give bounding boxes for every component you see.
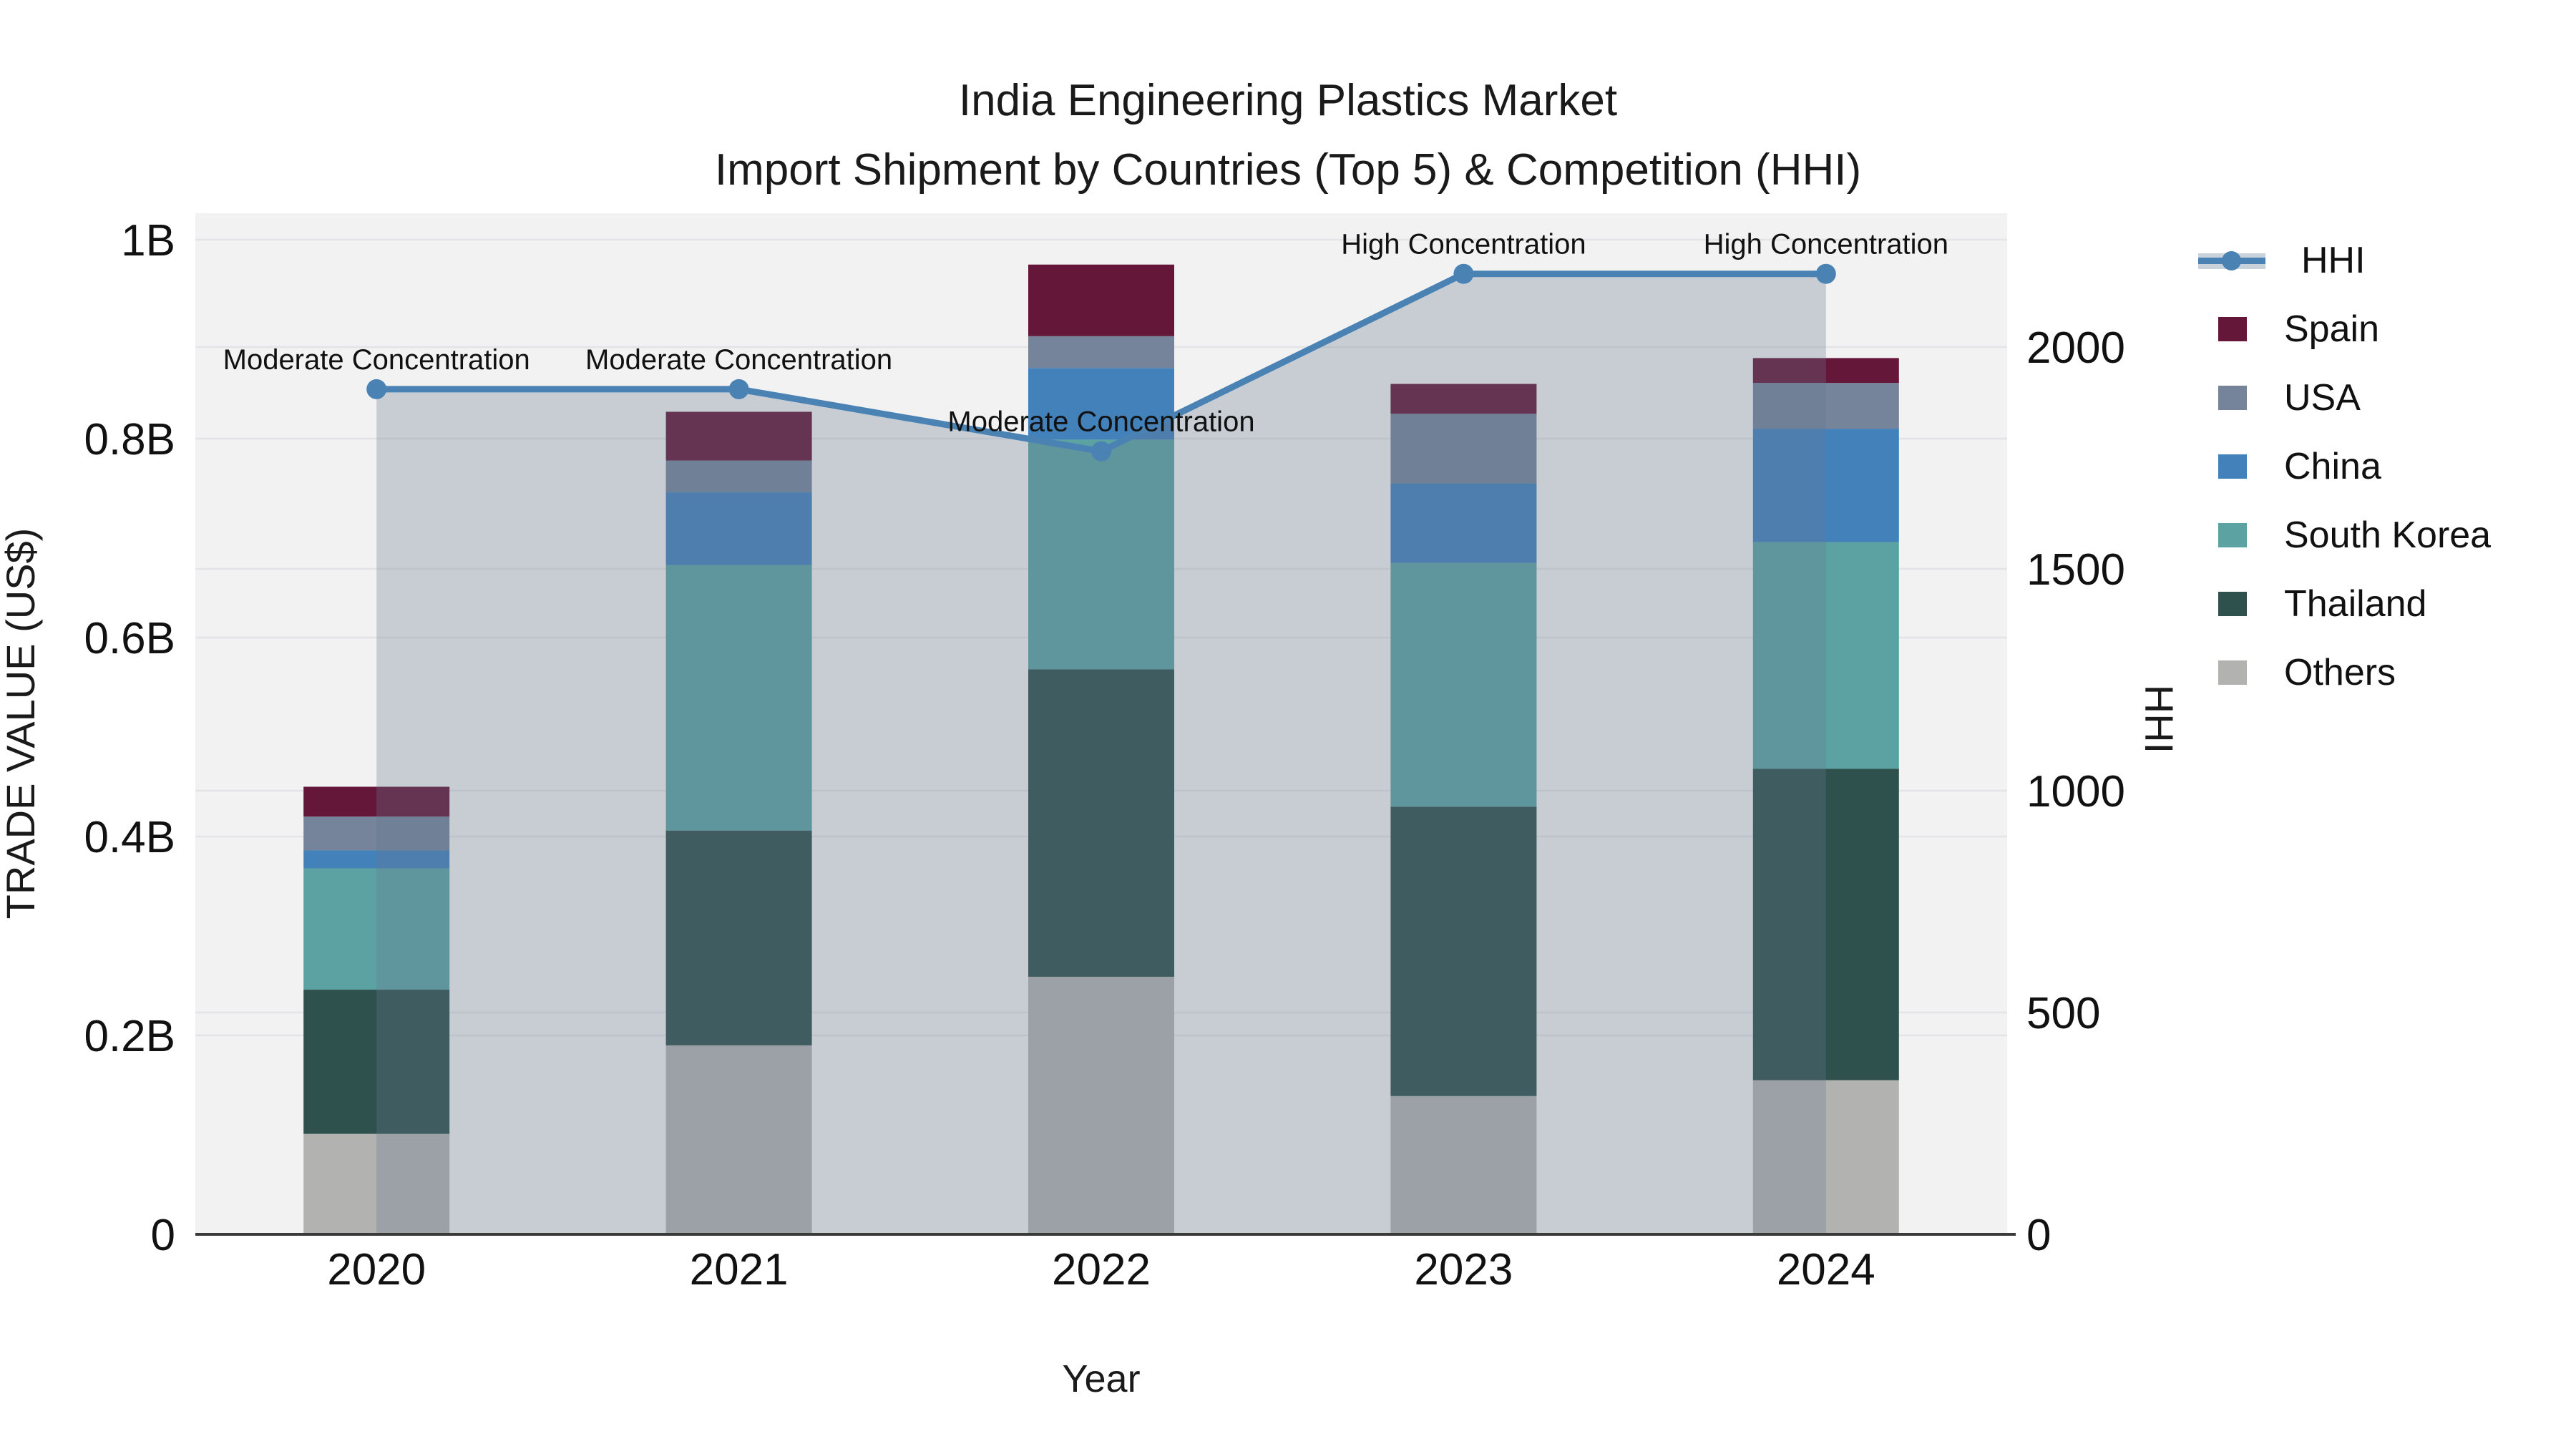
bar-segment-spain-2022 [1028, 264, 1174, 336]
x-tick-label-2021: 2021 [690, 1245, 789, 1294]
legend-label-thailand: Thailand [2284, 583, 2427, 625]
bar-segment-spain-2024 [1752, 358, 1899, 384]
hhi-marker-2022 [1091, 441, 1111, 462]
bar-segment-south-korea-2020 [303, 868, 450, 990]
bar-segment-others-2022 [1028, 976, 1174, 1234]
annotation-2020: Moderate Concentration [223, 344, 530, 376]
annotation-2022: Moderate Concentration [947, 406, 1254, 438]
y-left-tick-label-0.6B: 0.6B [84, 614, 175, 663]
legend-swatch-china [2218, 454, 2247, 479]
y-right-tick-label-500: 500 [2026, 989, 2100, 1038]
bar-segment-thailand-2022 [1028, 669, 1174, 977]
bar-segment-spain-2021 [665, 411, 812, 461]
bar-segment-usa-2023 [1390, 414, 1537, 484]
bar-segment-china-2024 [1752, 429, 1899, 542]
bar-segment-south-korea-2021 [665, 565, 812, 831]
legend-label-spain: Spain [2284, 308, 2379, 350]
y-left-tick-label-0: 0 [151, 1211, 175, 1260]
bar-segment-thailand-2024 [1752, 769, 1899, 1080]
x-axis-title: Year [1062, 1357, 1140, 1400]
bar-segment-others-2024 [1752, 1080, 1899, 1234]
bar-segment-china-2021 [665, 492, 812, 565]
x-tick-label-2024: 2024 [1777, 1245, 1875, 1294]
bar-segment-others-2023 [1390, 1096, 1537, 1234]
bar-segment-south-korea-2024 [1752, 542, 1899, 769]
bar-segment-others-2021 [665, 1045, 812, 1234]
bar-segment-south-korea-2022 [1028, 439, 1174, 670]
chart-title-line1: India Engineering Plastics Market [958, 76, 1618, 125]
annotation-2024: High Concentration [1704, 229, 1948, 260]
bar-segment-usa-2024 [1752, 383, 1899, 429]
bar-segment-china-2023 [1390, 483, 1537, 563]
legend-label-others: Others [2284, 652, 2396, 693]
legend-swatch-thailand [2218, 592, 2247, 616]
legend-item-spain: Spain [2198, 295, 2570, 364]
legend-swatch-others [2218, 660, 2247, 685]
y-axis-title-right: HHI [2137, 685, 2182, 753]
y-right-tick-label-1500: 1500 [2026, 545, 2125, 595]
legend-item-hhi: HHI [2198, 226, 2570, 295]
bar-segment-south-korea-2023 [1390, 562, 1537, 807]
chart-title-line2: Import Shipment by Countries (Top 5) & C… [714, 145, 1862, 195]
legend-label-hhi: HHI [2301, 240, 2366, 281]
bar-segment-thailand-2021 [665, 830, 812, 1045]
hhi-area-fill [376, 273, 1826, 1235]
legend-swatch-south-korea [2218, 523, 2247, 547]
y-left-tick-label-0.2B: 0.2B [84, 1012, 175, 1061]
bar-segment-usa-2020 [303, 816, 450, 851]
y-left-tick-label-0.8B: 0.8B [84, 415, 175, 464]
bar-segment-spain-2020 [303, 786, 450, 817]
y-right-tick-label-1000: 1000 [2026, 767, 2125, 816]
x-tick-label-2023: 2023 [1414, 1245, 1513, 1294]
hhi-marker-2020 [366, 379, 387, 399]
bar-segment-china-2020 [303, 850, 450, 869]
legend: HHI Spain USA China South Korea Thailand Other… [2198, 226, 2570, 707]
bar-segment-usa-2022 [1028, 336, 1174, 369]
annotation-2021: Moderate Concentration [585, 344, 892, 376]
hhi-marker-2024 [1815, 263, 1836, 284]
y-right-tick-label-0: 0 [2026, 1211, 2051, 1260]
bar-segment-others-2020 [303, 1133, 450, 1234]
legend-item-thailand: Thailand [2198, 570, 2570, 638]
legend-swatch-spain [2218, 317, 2247, 341]
legend-item-china: China [2198, 432, 2570, 501]
legend-item-south-korea: South Korea [2198, 501, 2570, 570]
legend-item-usa: USA [2198, 364, 2570, 432]
chart-title: India Engineering Plastics Market Import… [0, 66, 2576, 205]
annotation-2023: High Concentration [1341, 229, 1586, 260]
bar-segment-thailand-2020 [303, 990, 450, 1134]
y-right-tick-label-2000: 2000 [2026, 323, 2125, 373]
legend-label-usa: USA [2284, 377, 2361, 419]
legend-hhi-line-icon [2198, 248, 2265, 273]
x-tick-label-2020: 2020 [327, 1245, 426, 1294]
hhi-marker-2023 [1453, 263, 1474, 284]
hhi-marker-2021 [728, 379, 749, 399]
legend-label-south-korea: South Korea [2284, 514, 2492, 556]
legend-item-others: Others [2198, 638, 2570, 707]
legend-label-china: China [2284, 446, 2381, 487]
legend-swatch-usa [2218, 386, 2247, 410]
bar-segment-spain-2023 [1390, 384, 1537, 414]
bar-segment-thailand-2023 [1390, 806, 1537, 1096]
y-left-tick-label-0.4B: 0.4B [84, 813, 175, 862]
y-axis-title-left: TRADE VALUE (US$) [0, 528, 43, 919]
x-tick-label-2022: 2022 [1052, 1245, 1151, 1294]
bar-segment-usa-2021 [665, 460, 812, 493]
y-left-tick-label-1B: 1B [121, 216, 175, 265]
